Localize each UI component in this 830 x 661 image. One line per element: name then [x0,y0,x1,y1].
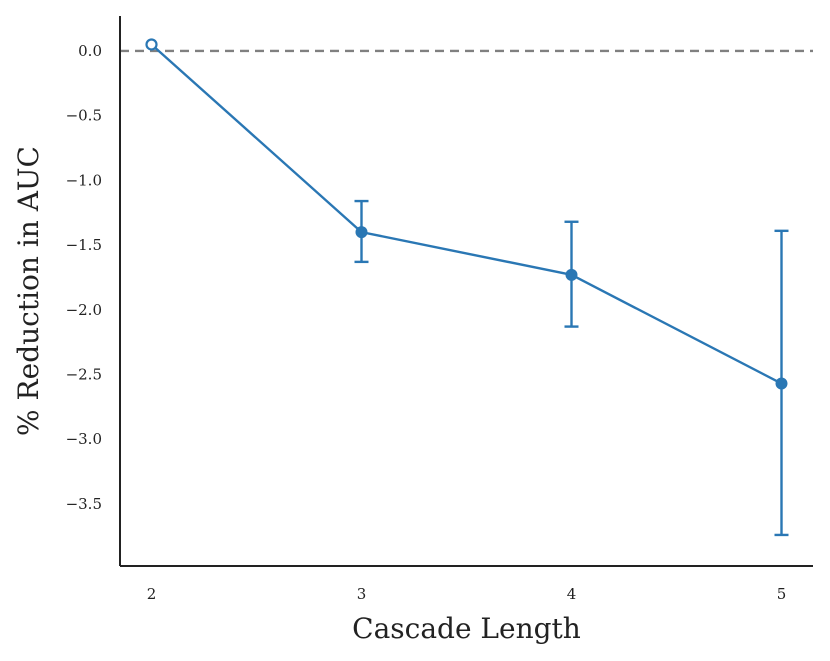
y-axis-title: % Reduction in AUC [12,146,45,436]
series-line [150,43,783,385]
y-tick-label: −1.5 [66,236,102,254]
data-point-hollow [145,38,158,51]
y-tick-label: −2.5 [66,365,102,383]
y-tick-label: −3.5 [66,495,102,513]
data-point [565,268,578,281]
x-axis-title: Cascade Length [352,612,581,645]
y-tick-label: −1.0 [66,171,102,189]
y-tick-label: 0.0 [78,42,102,60]
data-point [355,226,368,239]
x-tick-label: 4 [567,585,577,603]
x-tick-label: 5 [777,585,787,603]
y-tick-label: −3.0 [66,430,102,448]
x-tick-label: 2 [147,585,157,603]
axes-layer [119,16,813,567]
ticks-layer: 2 3 4 5 0.0 −0.5 −1.0 −1.5 −2.0 −2.5 −3.0 −3.5 [66,42,787,603]
data-point [775,377,788,390]
y-tick-label: −0.5 [66,107,102,125]
x-tick-label: 3 [357,585,367,603]
y-tick-label: −2.0 [66,301,102,319]
series-layer [145,38,789,537]
